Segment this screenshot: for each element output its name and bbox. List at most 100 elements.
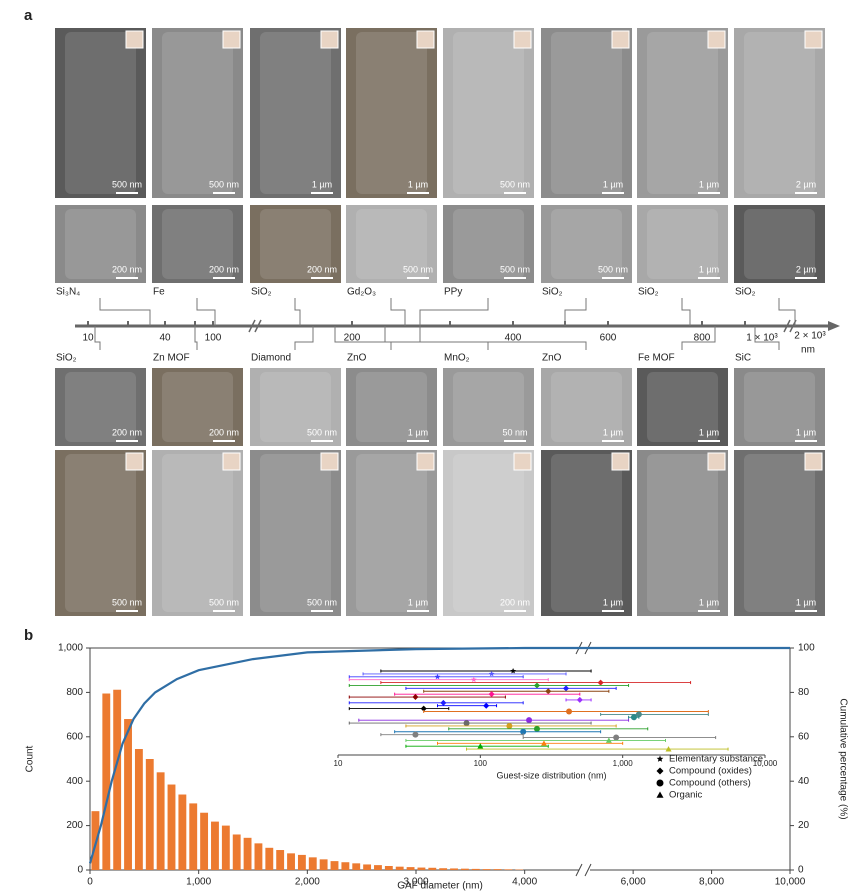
micrograph-texture	[647, 372, 718, 442]
bar	[145, 759, 154, 870]
data-point	[597, 679, 604, 686]
bar	[287, 853, 295, 870]
micrograph	[346, 368, 437, 446]
data-point	[420, 705, 427, 712]
scale-bar-label: 200 nm	[209, 427, 239, 437]
bar	[232, 834, 241, 870]
inset-icon	[513, 30, 532, 49]
micrograph	[541, 450, 632, 616]
micrograph-texture	[647, 32, 718, 194]
micrograph	[443, 368, 534, 446]
micrograph	[55, 205, 146, 283]
legend-marker	[656, 767, 664, 775]
bar	[211, 821, 219, 870]
micrograph-texture	[453, 454, 524, 612]
inset-x-tick-label: 100	[474, 759, 488, 768]
bar	[428, 867, 437, 870]
bar	[200, 812, 209, 870]
scale-bar-label: 1 µm	[603, 597, 623, 607]
scale-bar-label: 1 µm	[796, 597, 816, 607]
scale-bar-label: 1 µm	[699, 179, 719, 189]
y2-tick-label: 40	[798, 776, 810, 787]
micrograph	[734, 450, 825, 616]
inset-icon	[611, 452, 630, 471]
data-point	[483, 702, 490, 709]
connector	[334, 326, 392, 350]
material-label: SiO₂	[56, 353, 77, 364]
bar	[363, 864, 372, 870]
data-point	[488, 670, 495, 677]
connector	[754, 326, 780, 350]
micrograph-texture	[453, 372, 524, 442]
scale-bar-label: 500 nm	[112, 179, 142, 189]
connector	[194, 326, 198, 350]
micrograph	[443, 28, 534, 198]
micrograph	[637, 28, 728, 198]
micrograph	[443, 450, 534, 616]
inset-icon	[804, 30, 823, 49]
bar	[276, 850, 285, 870]
scale-bar-label: 1 µm	[603, 427, 623, 437]
micrograph-texture	[162, 372, 233, 442]
scale-bar-label: 500 nm	[209, 179, 239, 189]
micrograph-texture	[356, 209, 427, 279]
data-point	[506, 722, 513, 729]
micrograph	[152, 205, 243, 283]
data-point	[533, 682, 540, 689]
x-tick-label: 10,000	[775, 877, 806, 888]
y2-tick-label: 80	[798, 687, 810, 698]
material-label: SiO₂	[542, 287, 563, 298]
x-tick-label: 4,000	[512, 877, 537, 888]
micrograph-texture	[744, 454, 815, 612]
micrograph	[541, 368, 632, 446]
inset-icon	[320, 452, 339, 471]
connector	[778, 298, 796, 326]
micrograph-texture	[260, 454, 331, 612]
micrograph	[250, 450, 341, 616]
panel-label: a	[24, 7, 33, 24]
size-axis-label: 400	[505, 333, 522, 344]
inset-icon	[416, 30, 435, 49]
inset-x-tick-label: 10	[334, 759, 343, 768]
micrograph	[541, 205, 632, 283]
bar	[504, 869, 513, 870]
size-axis-label: 200	[344, 333, 361, 344]
connector	[99, 298, 151, 326]
y-tick-label: 1,000	[58, 643, 83, 654]
x-tick-label: 6,000	[621, 877, 646, 888]
bar	[493, 869, 502, 870]
y2-axis-title: Cumulative percentage (%)	[837, 698, 848, 819]
micrograph	[734, 205, 825, 283]
scale-bar-label: 500 nm	[209, 597, 239, 607]
inset-icon	[513, 452, 532, 471]
material-label: SiO₂	[735, 287, 756, 298]
micrograph-texture	[744, 372, 815, 442]
data-point	[576, 696, 583, 703]
scale-bar-label: 1 µm	[699, 597, 719, 607]
scale-bar-label: 500 nm	[403, 264, 433, 274]
y-tick-label: 600	[66, 731, 83, 742]
legend-label: Organic	[669, 790, 703, 801]
connector	[564, 298, 587, 326]
data-point	[526, 717, 533, 724]
x-tick-label: 3,000	[403, 877, 428, 888]
inset-icon	[125, 452, 144, 471]
scale-bar-label: 2 µm	[796, 264, 816, 274]
micrograph	[250, 205, 341, 283]
scale-bar-label: 1 µm	[603, 179, 623, 189]
connector	[419, 326, 587, 350]
bar	[482, 869, 491, 870]
micrograph-texture	[356, 372, 427, 442]
micrograph	[637, 450, 728, 616]
micrograph-texture	[453, 209, 524, 279]
y-tick-label: 200	[66, 820, 83, 831]
x-tick-label: 8,000	[699, 877, 724, 888]
micrograph	[734, 28, 825, 198]
cumulative-line	[88, 646, 790, 864]
legend-marker	[656, 791, 664, 798]
legend-marker	[656, 779, 664, 787]
data-point	[545, 688, 552, 695]
micrograph	[152, 450, 243, 616]
micrograph-texture	[162, 454, 233, 612]
material-label: SiO₂	[638, 287, 659, 298]
